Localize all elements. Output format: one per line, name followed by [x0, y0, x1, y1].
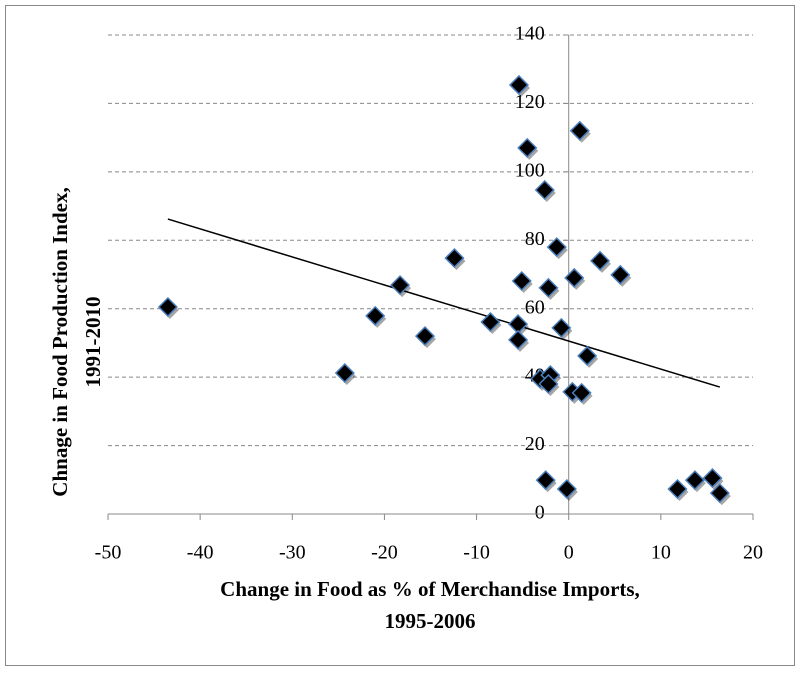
data-point [702, 468, 723, 489]
y-tick-label: 0 [535, 502, 545, 524]
y-tick-label: 120 [515, 91, 545, 113]
x-tick-label: -50 [95, 542, 122, 564]
data-point [546, 237, 567, 258]
data-point [564, 267, 585, 288]
data-point [556, 478, 577, 500]
data-point [334, 362, 355, 384]
x-axis-title: 1995-2006 [385, 609, 476, 633]
data-point [535, 470, 556, 491]
x-tick-label: 0 [564, 542, 574, 564]
x-tick-label: -30 [279, 542, 306, 564]
x-tick-label: 20 [743, 542, 763, 564]
data-point [511, 270, 532, 292]
data-point [507, 329, 529, 350]
y-tick-label: 60 [525, 296, 545, 318]
data-point [444, 248, 465, 269]
y-axis-title: 1991-2010 [81, 297, 105, 388]
data-point [538, 373, 559, 395]
data-point [589, 250, 611, 271]
trendline [167, 218, 721, 388]
data-point [538, 277, 559, 298]
data-point [571, 382, 592, 403]
data-point [390, 275, 411, 296]
x-tick-label: 10 [651, 542, 671, 564]
data-point [667, 478, 688, 500]
data-point [508, 74, 530, 96]
x-tick-label: -40 [187, 542, 214, 564]
y-tick-label: 140 [515, 23, 545, 45]
data-point [610, 264, 631, 285]
y-tick-label: 20 [525, 433, 545, 455]
data-point [365, 305, 386, 326]
x-tick-label: -20 [371, 542, 398, 564]
data-point [709, 483, 730, 504]
data-point [684, 470, 706, 491]
data-point [157, 296, 178, 318]
data-point [534, 179, 555, 201]
data-point [517, 137, 538, 158]
data-point [577, 345, 598, 366]
y-tick-label: 100 [515, 159, 545, 181]
data-point [480, 311, 501, 333]
data-point [551, 317, 572, 338]
y-axis-title: Chnage in Food Production Index, [48, 187, 72, 496]
data-point [414, 326, 436, 347]
y-tick-label: 80 [525, 228, 545, 250]
data-point [569, 120, 590, 141]
chart-border [5, 5, 795, 666]
x-tick-label: -10 [463, 542, 490, 564]
x-axis-title: Change in Food as % of Merchandise Impor… [220, 577, 640, 601]
